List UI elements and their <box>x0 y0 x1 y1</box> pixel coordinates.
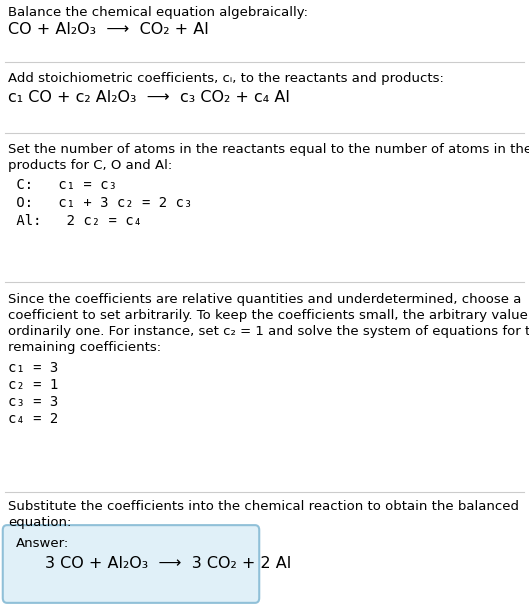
Text: Substitute the coefficients into the chemical reaction to obtain the balanced: Substitute the coefficients into the che… <box>8 500 519 513</box>
Text: 3 CO + Al₂O₃  ⟶  3 CO₂ + 2 Al: 3 CO + Al₂O₃ ⟶ 3 CO₂ + 2 Al <box>45 556 291 571</box>
Text: Al:   2 c₂ = c₄: Al: 2 c₂ = c₄ <box>8 214 142 228</box>
Text: equation:: equation: <box>8 516 71 529</box>
Text: ordinarily one. For instance, set c₂ = 1 and solve the system of equations for t: ordinarily one. For instance, set c₂ = 1… <box>8 325 529 338</box>
Text: O:   c₁ + 3 c₂ = 2 c₃: O: c₁ + 3 c₂ = 2 c₃ <box>8 196 192 210</box>
Text: Balance the chemical equation algebraically:: Balance the chemical equation algebraica… <box>8 6 308 19</box>
Text: c₂ = 1: c₂ = 1 <box>8 378 58 392</box>
Text: c₃ = 3: c₃ = 3 <box>8 395 58 409</box>
Text: remaining coefficients:: remaining coefficients: <box>8 341 161 354</box>
Text: Add stoichiometric coefficients, cᵢ, to the reactants and products:: Add stoichiometric coefficients, cᵢ, to … <box>8 72 444 85</box>
Text: Set the number of atoms in the reactants equal to the number of atoms in the: Set the number of atoms in the reactants… <box>8 143 529 156</box>
Text: coefficient to set arbitrarily. To keep the coefficients small, the arbitrary va: coefficient to set arbitrarily. To keep … <box>8 309 529 322</box>
Text: c₁ CO + c₂ Al₂O₃  ⟶  c₃ CO₂ + c₄ Al: c₁ CO + c₂ Al₂O₃ ⟶ c₃ CO₂ + c₄ Al <box>8 90 290 105</box>
Text: C:   c₁ = c₃: C: c₁ = c₃ <box>8 178 117 192</box>
Text: products for C, O and Al:: products for C, O and Al: <box>8 159 172 172</box>
Text: CO + Al₂O₃  ⟶  CO₂ + Al: CO + Al₂O₃ ⟶ CO₂ + Al <box>8 22 209 37</box>
Text: Since the coefficients are relative quantities and underdetermined, choose a: Since the coefficients are relative quan… <box>8 293 522 306</box>
Text: Answer:: Answer: <box>16 537 69 550</box>
FancyBboxPatch shape <box>3 525 259 603</box>
Text: c₄ = 2: c₄ = 2 <box>8 412 58 426</box>
Text: c₁ = 3: c₁ = 3 <box>8 361 58 375</box>
